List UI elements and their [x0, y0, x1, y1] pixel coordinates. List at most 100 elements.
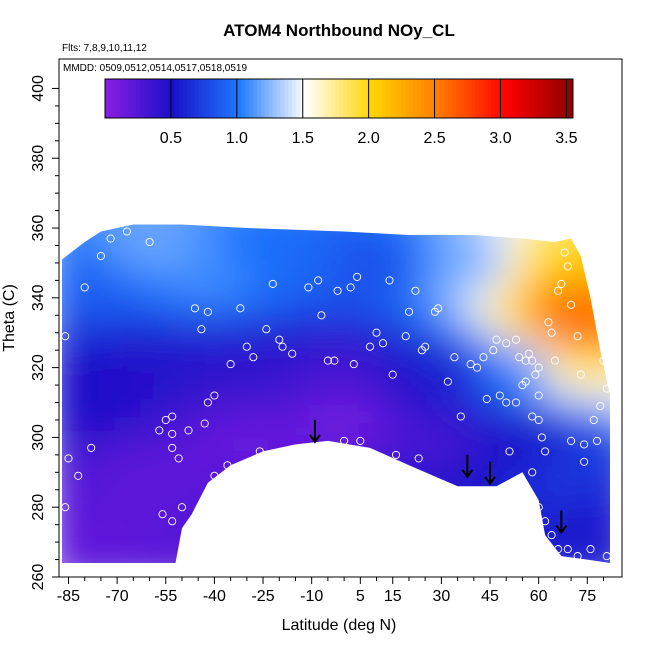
- sample-point: [223, 461, 232, 470]
- field-cell: [243, 224, 258, 236]
- field-cell: [554, 262, 569, 278]
- field-cell: [360, 193, 374, 208]
- field-cell: [100, 528, 115, 543]
- field-cell: [62, 472, 76, 487]
- field-cell: [113, 346, 128, 362]
- field-cell: [217, 528, 232, 543]
- field-cell: [126, 276, 141, 292]
- field-cell: [256, 486, 271, 501]
- field-cell: [269, 346, 284, 362]
- field-cell: [425, 444, 439, 459]
- field-cell: [230, 388, 245, 404]
- field-cell: [191, 346, 206, 362]
- field-cell: [295, 514, 310, 529]
- field-cell: [516, 276, 530, 292]
- y-tick-label: 320: [30, 354, 47, 381]
- sample-point: [563, 545, 572, 554]
- colorbar-cell: [483, 79, 488, 118]
- field-cell: [529, 207, 543, 222]
- field-cell: [606, 402, 610, 418]
- field-cell: [243, 262, 258, 278]
- field-cell: [412, 528, 426, 543]
- sample-point: [560, 248, 569, 257]
- field-cell: [464, 235, 478, 250]
- field-cell: [62, 374, 63, 390]
- field-cell: [152, 528, 167, 543]
- field-cell: [580, 472, 595, 487]
- field-cell: [386, 374, 400, 390]
- field-cell: [100, 486, 115, 501]
- field-cell: [62, 207, 76, 222]
- sample-point: [158, 510, 167, 519]
- field-cell: [152, 290, 167, 306]
- field-cell: [269, 458, 284, 473]
- field-cell: [477, 444, 491, 459]
- field-cell: [100, 224, 115, 236]
- sample-point: [74, 471, 83, 480]
- field-cell: [139, 318, 154, 334]
- field-cell: [87, 374, 102, 390]
- colorbar-cell: [440, 79, 445, 118]
- colorbar-cell: [526, 79, 531, 118]
- field-cell: [217, 235, 232, 250]
- field-cell: [503, 207, 517, 222]
- field-cell: [477, 360, 491, 376]
- field-cell: [490, 374, 504, 390]
- field-cell: [204, 486, 219, 501]
- field-cell: [503, 235, 517, 250]
- field-cell: [477, 556, 491, 563]
- field-cell: [295, 402, 310, 418]
- colorbar-cell: [498, 79, 504, 118]
- field-cell: [126, 374, 141, 390]
- field-cell: [373, 249, 387, 264]
- field-cell: [62, 402, 76, 418]
- field-cell: [528, 360, 543, 376]
- field-cell: [438, 528, 452, 543]
- colorbar-cell: [378, 79, 383, 118]
- field-cell: [334, 332, 348, 348]
- field-cell: [399, 416, 413, 432]
- field-cell: [217, 542, 232, 557]
- field-cell: [165, 500, 180, 515]
- field-cell: [347, 500, 361, 515]
- colorbar-tick-label: 3.0: [489, 130, 511, 147]
- field-cell: [62, 486, 63, 501]
- colorbar-frame: [104, 78, 574, 119]
- field-cell: [139, 276, 154, 292]
- field-cell: [152, 444, 167, 459]
- sample-point: [567, 436, 576, 445]
- field-cell: [516, 318, 530, 334]
- field-cell: [308, 500, 322, 515]
- field-cell: [334, 262, 348, 278]
- field-cell: [347, 458, 361, 473]
- field-cell: [114, 193, 128, 208]
- field-cell: [75, 193, 89, 208]
- field-cell: [139, 444, 154, 459]
- field-cell: [295, 556, 310, 563]
- field-cell: [360, 262, 374, 278]
- field-cell: [178, 332, 193, 348]
- field-cell: [321, 374, 335, 390]
- field-cell: [373, 500, 387, 515]
- field-cell: [580, 416, 595, 432]
- field-cell: [516, 249, 530, 264]
- field-cell: [127, 193, 141, 208]
- field-cell: [451, 207, 465, 222]
- sample-point: [511, 398, 521, 407]
- field-cell: [412, 276, 426, 292]
- field-cell: [166, 193, 180, 208]
- colorbar-cell: [296, 79, 301, 118]
- field-cell: [412, 402, 426, 418]
- field-cell: [529, 193, 543, 208]
- field-cell: [113, 528, 128, 543]
- field-cell: [580, 402, 595, 418]
- field-cell: [178, 402, 193, 418]
- field-cell: [503, 262, 517, 278]
- field-cell: [256, 542, 271, 557]
- field-cell: [243, 556, 258, 563]
- sample-point: [106, 234, 115, 243]
- field-cell: [243, 249, 258, 264]
- field-cell: [75, 430, 89, 445]
- field-cell: [139, 249, 154, 264]
- field-cell: [100, 332, 115, 348]
